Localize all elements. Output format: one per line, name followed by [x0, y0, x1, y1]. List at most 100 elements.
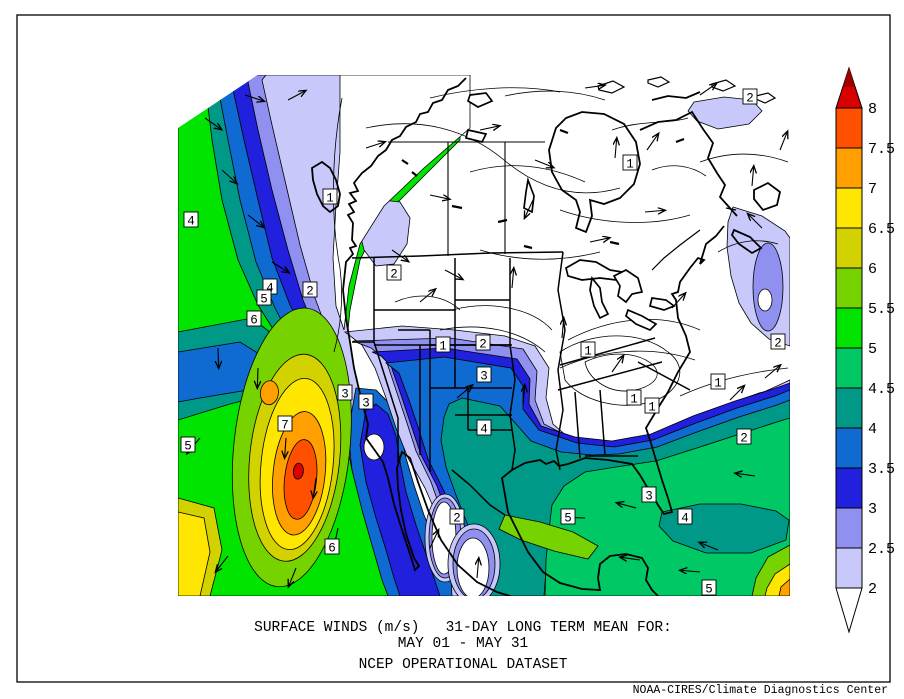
contour-label: 1 [326, 192, 334, 206]
wind-arrow [479, 126, 500, 130]
colorbar-tick-label: 8 [868, 101, 877, 118]
contour-label-box [449, 508, 465, 525]
contour-label: 5 [260, 293, 268, 307]
contour-label: 5 [564, 512, 572, 526]
contour-label-box [337, 384, 353, 401]
contour-label-box [622, 154, 638, 171]
colorbar-segment [835, 267, 863, 309]
wind-arrow [617, 503, 637, 509]
contour-label-box [476, 366, 492, 383]
contour-label: 2 [306, 285, 314, 299]
wind-arrow [523, 385, 525, 406]
wind-arrow [534, 159, 554, 167]
wind-arrow [562, 318, 564, 339]
contour-label: 1 [630, 393, 638, 407]
contour-label-box [770, 333, 786, 350]
colorbar: 8 7.5 7 6.5 6 5.5 5 4.5 4 3.5 3 2.5 2 [835, 66, 895, 634]
wind-arrow [525, 199, 534, 218]
contour-label: 2 [774, 337, 782, 351]
wind-arrow [419, 289, 435, 303]
contour-label: 1 [584, 345, 592, 359]
wind-arrow [589, 238, 610, 242]
colorbar-segment [835, 467, 863, 509]
colorbar-tick-label: 6.5 [868, 221, 895, 238]
state-boundaries [351, 141, 691, 516]
river-marks [401, 128, 685, 250]
california-wind-maximum [231, 307, 352, 588]
contour-label-box [256, 289, 272, 306]
plains-gulf-wind-band [343, 325, 790, 596]
contour-label: 4 [187, 215, 195, 229]
wind-arrow [247, 214, 264, 227]
title-line-2: MAY 01 - MAY 31 [398, 636, 529, 652]
colorbar-tick-label: 7.5 [868, 141, 895, 158]
contour-label: 4 [681, 512, 689, 526]
contour-label: 4 [266, 282, 274, 296]
contour-label: 5 [705, 583, 713, 597]
wind-arrow [620, 557, 641, 560]
dataset-caption: NCEP OPERATIONAL DATASET [359, 657, 568, 673]
wind-arrow [257, 367, 258, 388]
contour-label: 2 [479, 338, 487, 352]
contour-label: 7 [281, 419, 289, 433]
contour-label-box [644, 397, 660, 414]
wind-arrow [611, 356, 623, 373]
contour-label: 2 [746, 92, 754, 106]
colorbar-tick-label: 6 [868, 261, 877, 278]
colorbar-segment [835, 107, 863, 149]
wind-arrow [748, 214, 763, 229]
wind-arrow [699, 543, 719, 551]
wind-arrow [779, 131, 787, 151]
contour-label-box [710, 373, 726, 390]
wind-arrow [644, 210, 665, 212]
contour-label: 3 [362, 397, 370, 411]
coastlines [311, 77, 782, 596]
colorbar-segment [835, 187, 863, 229]
colorbar-tick-label: 4 [868, 421, 877, 438]
wind-arrow [216, 555, 229, 572]
contour-label: 6 [328, 542, 336, 556]
wind-arrow [584, 85, 605, 88]
contour-label: 1 [439, 340, 447, 354]
wind-arrow [429, 530, 438, 549]
contour-label-box [677, 508, 693, 525]
colorbar-under-arrow [835, 587, 863, 634]
contour-label-box [742, 88, 758, 105]
colorbar-segment [835, 387, 863, 429]
wind-arrow [313, 477, 316, 498]
wind-arrow [391, 249, 408, 261]
wind-arrow [477, 558, 479, 579]
wind-arrow [646, 134, 658, 151]
colorbar-tick-label: 2.5 [868, 541, 895, 558]
wind-arrow [671, 293, 685, 309]
colorbar-tick-label: 5.5 [868, 301, 895, 318]
wind-arrow [680, 570, 701, 572]
wind-arrow [244, 94, 264, 101]
contour-label: 6 [250, 314, 258, 328]
wind-arrow [287, 91, 306, 101]
contour-label-box [476, 419, 492, 436]
wind-arrow [365, 142, 385, 149]
colorbar-tick-label: 3.5 [868, 461, 895, 478]
colorbar-segment [835, 507, 863, 549]
light-wind-patches [332, 75, 790, 461]
wind-arrow [764, 365, 780, 379]
colorbar-segment [835, 547, 863, 589]
contour-label-box [358, 393, 374, 410]
contour-label-box [302, 281, 318, 298]
wind-arrow [512, 268, 514, 289]
contour-label-box [322, 188, 338, 205]
contour-label-box [641, 486, 657, 503]
colorbar-segment [835, 307, 863, 349]
contour-label-box [246, 310, 262, 327]
colorbar-segment [835, 347, 863, 389]
contour-label-box [277, 415, 293, 432]
contour-label: 3 [480, 370, 488, 384]
colorbar-over-tip [843, 68, 855, 87]
colorbar-tick-label: 5 [868, 341, 877, 358]
contour-label: 2 [390, 268, 398, 282]
title-line-1: SURFACE WINDS (m/s) 31-DAY LONG TERM MEA… [254, 620, 672, 636]
